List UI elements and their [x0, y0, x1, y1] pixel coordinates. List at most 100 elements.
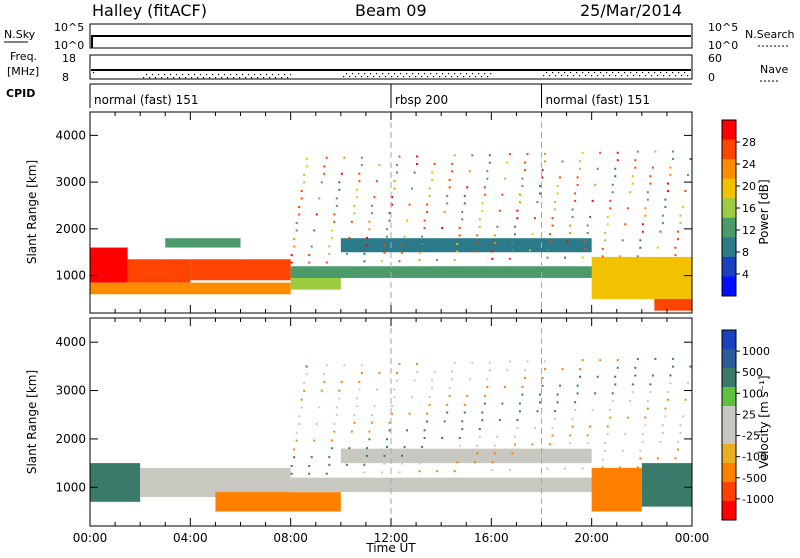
scatter-echo	[393, 388, 396, 391]
nave-dot	[269, 77, 271, 79]
nave-dot	[284, 74, 286, 76]
scatter-echo	[323, 165, 326, 168]
freq-frame	[89, 54, 693, 80]
x-tick-label: 16:00	[474, 531, 509, 545]
colorbar-tick-label: 24	[742, 158, 756, 171]
scatter-echo	[546, 459, 549, 462]
scatter-echo	[350, 430, 353, 433]
scatter-echo	[516, 209, 519, 212]
scatter-echo	[644, 214, 647, 217]
scatter-echo	[478, 428, 481, 431]
scatter-echo	[624, 433, 627, 436]
nave-dot	[630, 72, 632, 74]
freq-panel: Freq. [MHz] 18 8 60 0 Nave	[7, 50, 788, 84]
nave-dot	[687, 75, 689, 77]
scatter-echo	[526, 153, 529, 156]
scatter-echo	[303, 382, 306, 385]
scatter-echo	[483, 402, 486, 405]
velocity-frame	[89, 317, 693, 527]
scatter-echo	[491, 461, 494, 464]
velocity-axes: 4000 3000 2000 1000 00:00 04:00 08:00 12:00 16:0…	[55, 318, 709, 545]
scatter-echo	[431, 178, 434, 181]
scatter-echo	[671, 357, 674, 360]
nsearch-label: N.Search	[745, 28, 795, 41]
nave-dot	[373, 76, 375, 78]
scatter-echo	[463, 202, 466, 205]
scatter-echo	[569, 434, 572, 437]
scatter-echo	[581, 151, 584, 154]
nsky-right-bottom: 10^0	[708, 39, 738, 52]
scatter-echo	[518, 410, 521, 413]
scatter-echo	[473, 250, 476, 253]
scatter-echo	[446, 403, 449, 406]
scatter-echo	[523, 377, 526, 380]
scatter-echo	[576, 384, 579, 387]
nave-dot	[636, 72, 638, 74]
scatter-echo	[611, 183, 614, 186]
scatter-echo	[676, 230, 679, 233]
scatter-echo	[561, 368, 564, 371]
colorbar-swatch	[722, 501, 736, 521]
nave-dot	[573, 75, 575, 77]
nave-dots	[93, 72, 689, 79]
scatter-echo	[671, 365, 674, 368]
scatter-echo	[318, 406, 321, 409]
scatter-echo	[383, 454, 386, 457]
scatter-echo	[451, 170, 454, 173]
scatter-echo	[418, 462, 421, 465]
scatter-echo	[586, 224, 589, 227]
colorbar-tick-label: 12	[742, 224, 756, 237]
scatter-echo	[508, 153, 511, 156]
scatter-echo	[611, 191, 614, 194]
scatter-echo	[295, 431, 298, 434]
scatter-echo	[401, 244, 404, 247]
scatter-echo	[426, 412, 429, 415]
scatter-echo	[581, 256, 584, 259]
nave-dot	[212, 74, 214, 76]
heatmap-region	[90, 282, 291, 295]
nave-dot	[567, 75, 569, 77]
scatter-echo	[418, 259, 421, 262]
scatter-echo	[483, 193, 486, 196]
scatter-echo	[586, 442, 589, 445]
scatter-echo	[609, 199, 612, 202]
scatter-echo	[508, 468, 511, 471]
scatter-echo	[463, 411, 466, 414]
scatter-echo	[310, 245, 313, 248]
y-tick-label: 4000	[55, 128, 86, 142]
heatmap-region	[340, 448, 592, 464]
scatter-echo	[636, 150, 639, 153]
colorbar-swatch	[722, 482, 736, 502]
scatter-echo	[338, 188, 341, 191]
nave-dot	[224, 74, 226, 76]
scatter-echo	[579, 167, 582, 170]
colorbar-swatch	[722, 463, 736, 483]
nave-dot	[197, 77, 199, 79]
heatmap-region	[641, 463, 692, 507]
scatter-echo	[549, 240, 552, 243]
scatter-echo	[621, 239, 624, 242]
nave-dot	[466, 73, 468, 75]
freq-right-bottom: 0	[708, 71, 715, 84]
scatter-echo	[320, 389, 323, 392]
scatter-echo	[541, 169, 544, 172]
nave-dot	[469, 76, 471, 78]
scatter-echo	[305, 373, 308, 376]
scatter-echo	[391, 203, 393, 206]
scatter-echo	[293, 238, 296, 241]
scatter-echo	[554, 410, 557, 413]
scatter-echo	[330, 236, 333, 239]
scatter-echo	[335, 204, 338, 207]
nave-dot	[394, 73, 396, 75]
nave-dot	[645, 75, 647, 77]
scatter-echo	[636, 357, 639, 360]
scatter-echo	[599, 151, 602, 154]
scatter-echo	[406, 219, 409, 222]
nave-dot	[672, 72, 674, 74]
cpid-panel: CPID normal (fast) 151 rbsp 200 normal (fa…	[6, 83, 692, 108]
scatter-echo	[601, 466, 604, 469]
scatter-echo	[388, 219, 391, 222]
y-tick-label: 3000	[55, 384, 86, 398]
scatter-echo	[300, 197, 303, 200]
